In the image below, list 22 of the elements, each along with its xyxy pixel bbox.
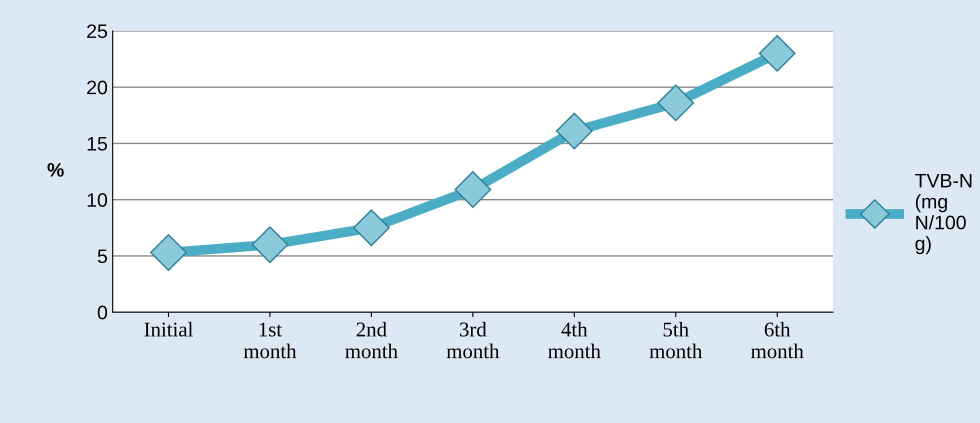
- x-tick-label: Initial: [144, 322, 193, 337]
- y-tick-label: 5: [98, 250, 108, 264]
- point: [252, 226, 288, 264]
- point: [758, 35, 796, 72]
- x-tick-label: 1st month: [244, 322, 296, 358]
- point: [353, 209, 390, 246]
- y-tick-label: 15: [88, 137, 108, 151]
- point: [454, 171, 492, 208]
- y-axis-title: %: [47, 163, 64, 177]
- y-tick-label: 20: [87, 80, 108, 94]
- legend-label: TVB-N (mg N/100 g): [915, 174, 972, 254]
- x-tick-label: 6th month: [751, 322, 804, 358]
- y-tick-label: 0: [98, 306, 108, 320]
- y-tick-label: 10: [88, 193, 108, 207]
- x-tick-label: 4th month: [548, 322, 601, 358]
- x-tick-label: 3rd month: [446, 322, 500, 358]
- y-tick-label: 25: [87, 24, 108, 38]
- x-tick-label: 5th month: [650, 322, 702, 358]
- point: [657, 84, 694, 122]
- x-tick-label: 2nd month: [345, 322, 398, 358]
- point: [556, 112, 593, 150]
- point: [150, 234, 187, 271]
